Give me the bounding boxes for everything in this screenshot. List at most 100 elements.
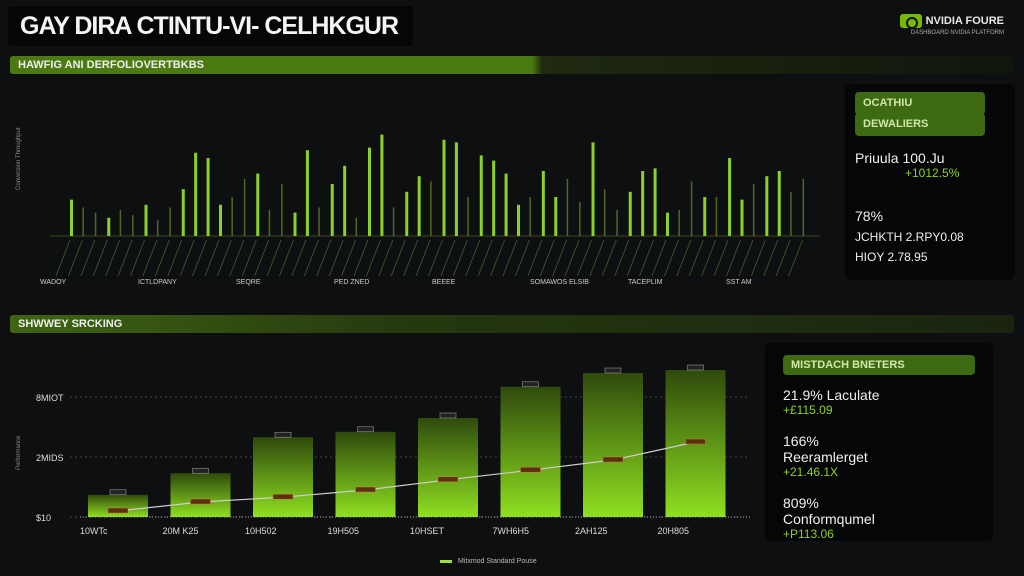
x-tick-label: 19H505 [328,526,360,536]
bar [529,197,531,236]
bar [305,150,309,236]
logo-text: NVIDIA FOURE [925,15,1004,27]
bar [88,494,148,517]
x-tick-label [55,239,71,277]
x-tick-label [353,239,369,277]
x-tick-label [254,239,270,277]
bar [417,176,421,236]
metric-change: +21.46.1X [783,465,839,479]
stat-item: 78% [855,208,884,224]
x-tick-label [577,239,592,277]
metric-label: Reeramlerget [783,449,868,465]
bar [442,139,446,236]
x-tick-label [378,239,394,277]
x-tick-label [229,239,245,277]
bar-value-label [439,412,457,419]
metric-value: 21.9% Laculate [783,387,880,403]
group-label: SOMAWOS ELSIB [530,279,589,286]
page-title: GAY DIRA CTINTU-VI- CELHKGUR [8,6,413,46]
bar [790,191,792,236]
bar [430,181,432,236]
x-tick-label [614,239,630,277]
x-tick-label [154,239,170,277]
bar [492,160,496,236]
bar-value-label [522,381,539,388]
bar [641,171,645,236]
x-tick-label [291,239,307,277]
bar [253,437,313,517]
bar [566,178,569,236]
bar-value-label [109,489,127,496]
bar [70,199,73,236]
group-label: PED ZNED [334,279,369,286]
bar [591,142,595,236]
x-tick-label [403,239,419,277]
panel-badge-sub: DEWALIERS [855,113,985,136]
bar [206,158,210,236]
trend-point [602,456,624,463]
x-tick-label [366,239,381,277]
metric-change: +P113.06 [783,527,834,541]
x-tick-label [117,239,133,277]
x-tick-label: 2AH125 [575,526,608,536]
bar [579,202,581,236]
x-tick-label [341,239,356,277]
bar-value-label [274,431,292,438]
bar [368,147,371,236]
bar [690,181,693,236]
bar [330,184,334,236]
logo-subtitle: DASHBOARD NVIDIA PLATFORM [910,30,1004,36]
metric-label: Conformqumel [783,511,875,527]
trend-line [117,441,696,512]
bar [94,212,97,236]
trend-point [437,476,459,483]
x-tick-label [279,239,294,277]
bar [256,173,260,236]
x-tick-label [763,239,779,277]
x-tick-label [204,239,220,277]
trend-point [272,493,294,500]
bar [144,204,148,236]
x-tick-label [750,239,766,277]
x-tick-label [415,239,431,277]
stats-panel-bottom: MISTDACH BNETERS 21.9% Laculate +£115.09… [765,343,993,541]
x-tick-label [788,239,803,277]
x-tick-label [440,239,456,277]
x-tick-label [664,239,679,277]
trend-point [107,507,129,514]
panel-badge: OCATHIU [855,92,985,115]
x-tick-label [241,239,257,277]
x-tick-label [428,239,443,277]
x-tick-label [266,239,282,277]
y-tick-label: 2MIDS [36,453,64,463]
bar [169,207,171,236]
nvidia-logo: NVIDIA FOURE DASHBOARD NVIDIA PLATFORM [899,14,1004,36]
bar [802,178,805,236]
legend-swatch [440,560,452,563]
bar [628,191,632,236]
bar [132,215,134,236]
bar [653,168,657,236]
bar [541,171,545,236]
bar [703,197,707,236]
x-tick-label [701,239,717,277]
nvidia-eye-icon [899,14,922,29]
bar [293,212,297,236]
trend-point [520,466,541,473]
trend-point [355,486,376,493]
bar [343,165,347,236]
metric-value: 166% [783,433,819,449]
x-tick-label [328,239,344,277]
group-label: TACEPLIM [628,279,663,286]
x-tick-label [452,239,468,277]
bar [765,176,769,236]
x-tick-label [601,239,617,277]
x-tick-label [527,239,543,277]
bar [268,210,271,236]
bar [504,173,508,236]
bar [678,210,680,236]
chart-legend: Mitxmod Standard Pouse [440,558,537,565]
x-tick-label: 10HSET [410,526,445,536]
bar [281,184,283,236]
stat-value: Priuula 100.Ju [855,150,945,166]
